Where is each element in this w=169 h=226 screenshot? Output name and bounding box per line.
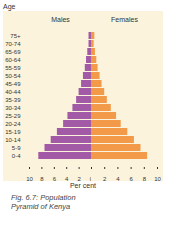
svg-text:8: 8 <box>143 176 147 181</box>
svg-text:35-39: 35-39 <box>5 97 21 103</box>
svg-text:0-4: 0-4 <box>12 153 21 159</box>
svg-text:5-9: 5-9 <box>12 145 21 151</box>
svg-text:25-29: 25-29 <box>5 113 21 119</box>
svg-text:0: 0 <box>90 176 91 181</box>
svg-text:75+: 75+ <box>10 33 21 39</box>
svg-text:70-74: 70-74 <box>5 41 21 47</box>
svg-text:10-14: 10-14 <box>5 137 21 143</box>
svg-text:50-54: 50-54 <box>5 73 21 79</box>
svg-text:60-64: 60-64 <box>5 57 21 63</box>
html-text:Per cent: Per cent <box>70 182 96 189</box>
svg-text:2: 2 <box>77 176 81 181</box>
svg-text:45-49: 45-49 <box>5 81 21 87</box>
svg-text:20-24: 20-24 <box>5 121 21 127</box>
svg-text:Females: Females <box>111 16 138 23</box>
svg-text:65-69: 65-69 <box>5 49 21 55</box>
svg-text:40-44: 40-44 <box>5 89 21 95</box>
svg-text:2: 2 <box>103 176 107 181</box>
svg-text:6: 6 <box>53 176 57 181</box>
svg-text:Males: Males <box>51 16 70 23</box>
svg-text:10: 10 <box>26 176 33 181</box>
svg-text:55-59: 55-59 <box>5 65 21 71</box>
svg-text:4: 4 <box>65 176 69 181</box>
svg-text:10: 10 <box>154 176 161 181</box>
svg-text:15-19: 15-19 <box>5 129 21 135</box>
html-text:Age: Age <box>3 3 16 10</box>
html-text:Fig. 6.7: Population Pyramid o: Fig. 6.7: Population Pyramid of Kenya <box>11 193 76 211</box>
svg-text:6: 6 <box>129 176 133 181</box>
svg-text:8: 8 <box>40 176 44 181</box>
svg-text:4: 4 <box>116 176 120 181</box>
svg-text:30-34: 30-34 <box>5 105 21 111</box>
